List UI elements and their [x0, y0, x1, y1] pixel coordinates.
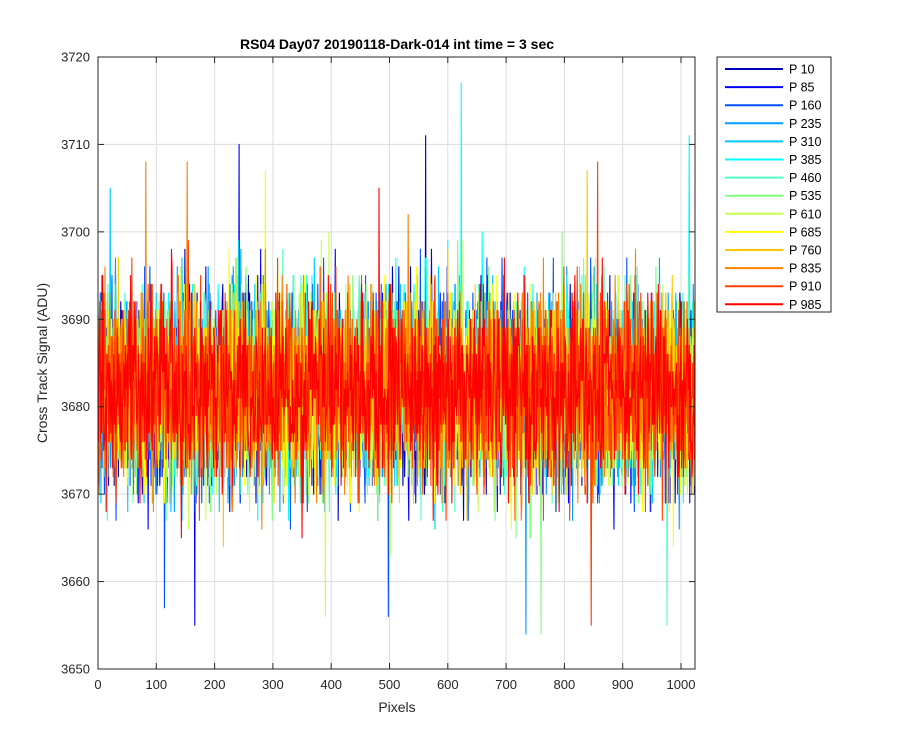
y-tick-label: 3690 — [61, 312, 90, 327]
legend-entry-label: P 310 — [789, 135, 821, 149]
x-tick-label: 400 — [320, 677, 342, 692]
x-axis-label: Pixels — [378, 699, 415, 715]
x-tick-label: 100 — [145, 677, 167, 692]
x-tick-label: 500 — [379, 677, 401, 692]
x-tick-label: 1000 — [667, 677, 696, 692]
y-tick-label: 3720 — [61, 50, 90, 65]
legend-entry-label: P 835 — [789, 262, 821, 276]
legend-entry-label: P 685 — [789, 225, 821, 239]
legend-entry-label: P 910 — [789, 280, 821, 294]
x-tick-label: 800 — [554, 677, 576, 692]
y-tick-label: 3680 — [61, 399, 90, 414]
y-tick-label: 3700 — [61, 224, 90, 239]
legend-entry-label: P 535 — [789, 189, 821, 203]
legend-entry-label: P 160 — [789, 99, 821, 113]
series-line-p985 — [98, 187, 696, 539]
legend-box — [716, 56, 832, 313]
plot-frame — [97, 56, 696, 670]
legend-entry-label: P 385 — [789, 153, 821, 167]
legend-entry-label: P 610 — [789, 207, 821, 221]
x-tick-label: 200 — [204, 677, 226, 692]
axis-ticks: 0 100 200 300 400 500 600 700 800 900 1000 3650 3660… — [61, 50, 695, 693]
x-tick-label: 900 — [612, 677, 634, 692]
x-tick-label: 700 — [495, 677, 517, 692]
y-tick-label: 3660 — [61, 574, 90, 589]
x-tick-label: 300 — [262, 677, 284, 692]
x-tick-label: 600 — [437, 677, 459, 692]
legend-entry-label: P 460 — [789, 171, 821, 185]
legend-entry-label: P 85 — [789, 81, 815, 95]
legend: P 10 P 85 P 160 P 235 P 310 P 385 P 460 P 535 P … — [716, 56, 832, 313]
y-tick-label: 3710 — [61, 137, 90, 152]
chart-title: RS04 Day07 20190118-Dark-014 int time = … — [240, 36, 554, 52]
y-axis-label: Cross Track Signal (ADU) — [34, 283, 50, 443]
legend-entry-label: P 985 — [789, 298, 821, 312]
legend-entry-label: P 760 — [789, 244, 821, 258]
y-tick-label: 3670 — [61, 487, 90, 502]
x-tick-label: 0 — [94, 677, 101, 692]
y-tick-label: 3650 — [61, 662, 90, 677]
legend-entry-label: P 10 — [789, 63, 815, 77]
legend-entry-label: P 235 — [789, 117, 821, 131]
series-group — [98, 82, 696, 635]
